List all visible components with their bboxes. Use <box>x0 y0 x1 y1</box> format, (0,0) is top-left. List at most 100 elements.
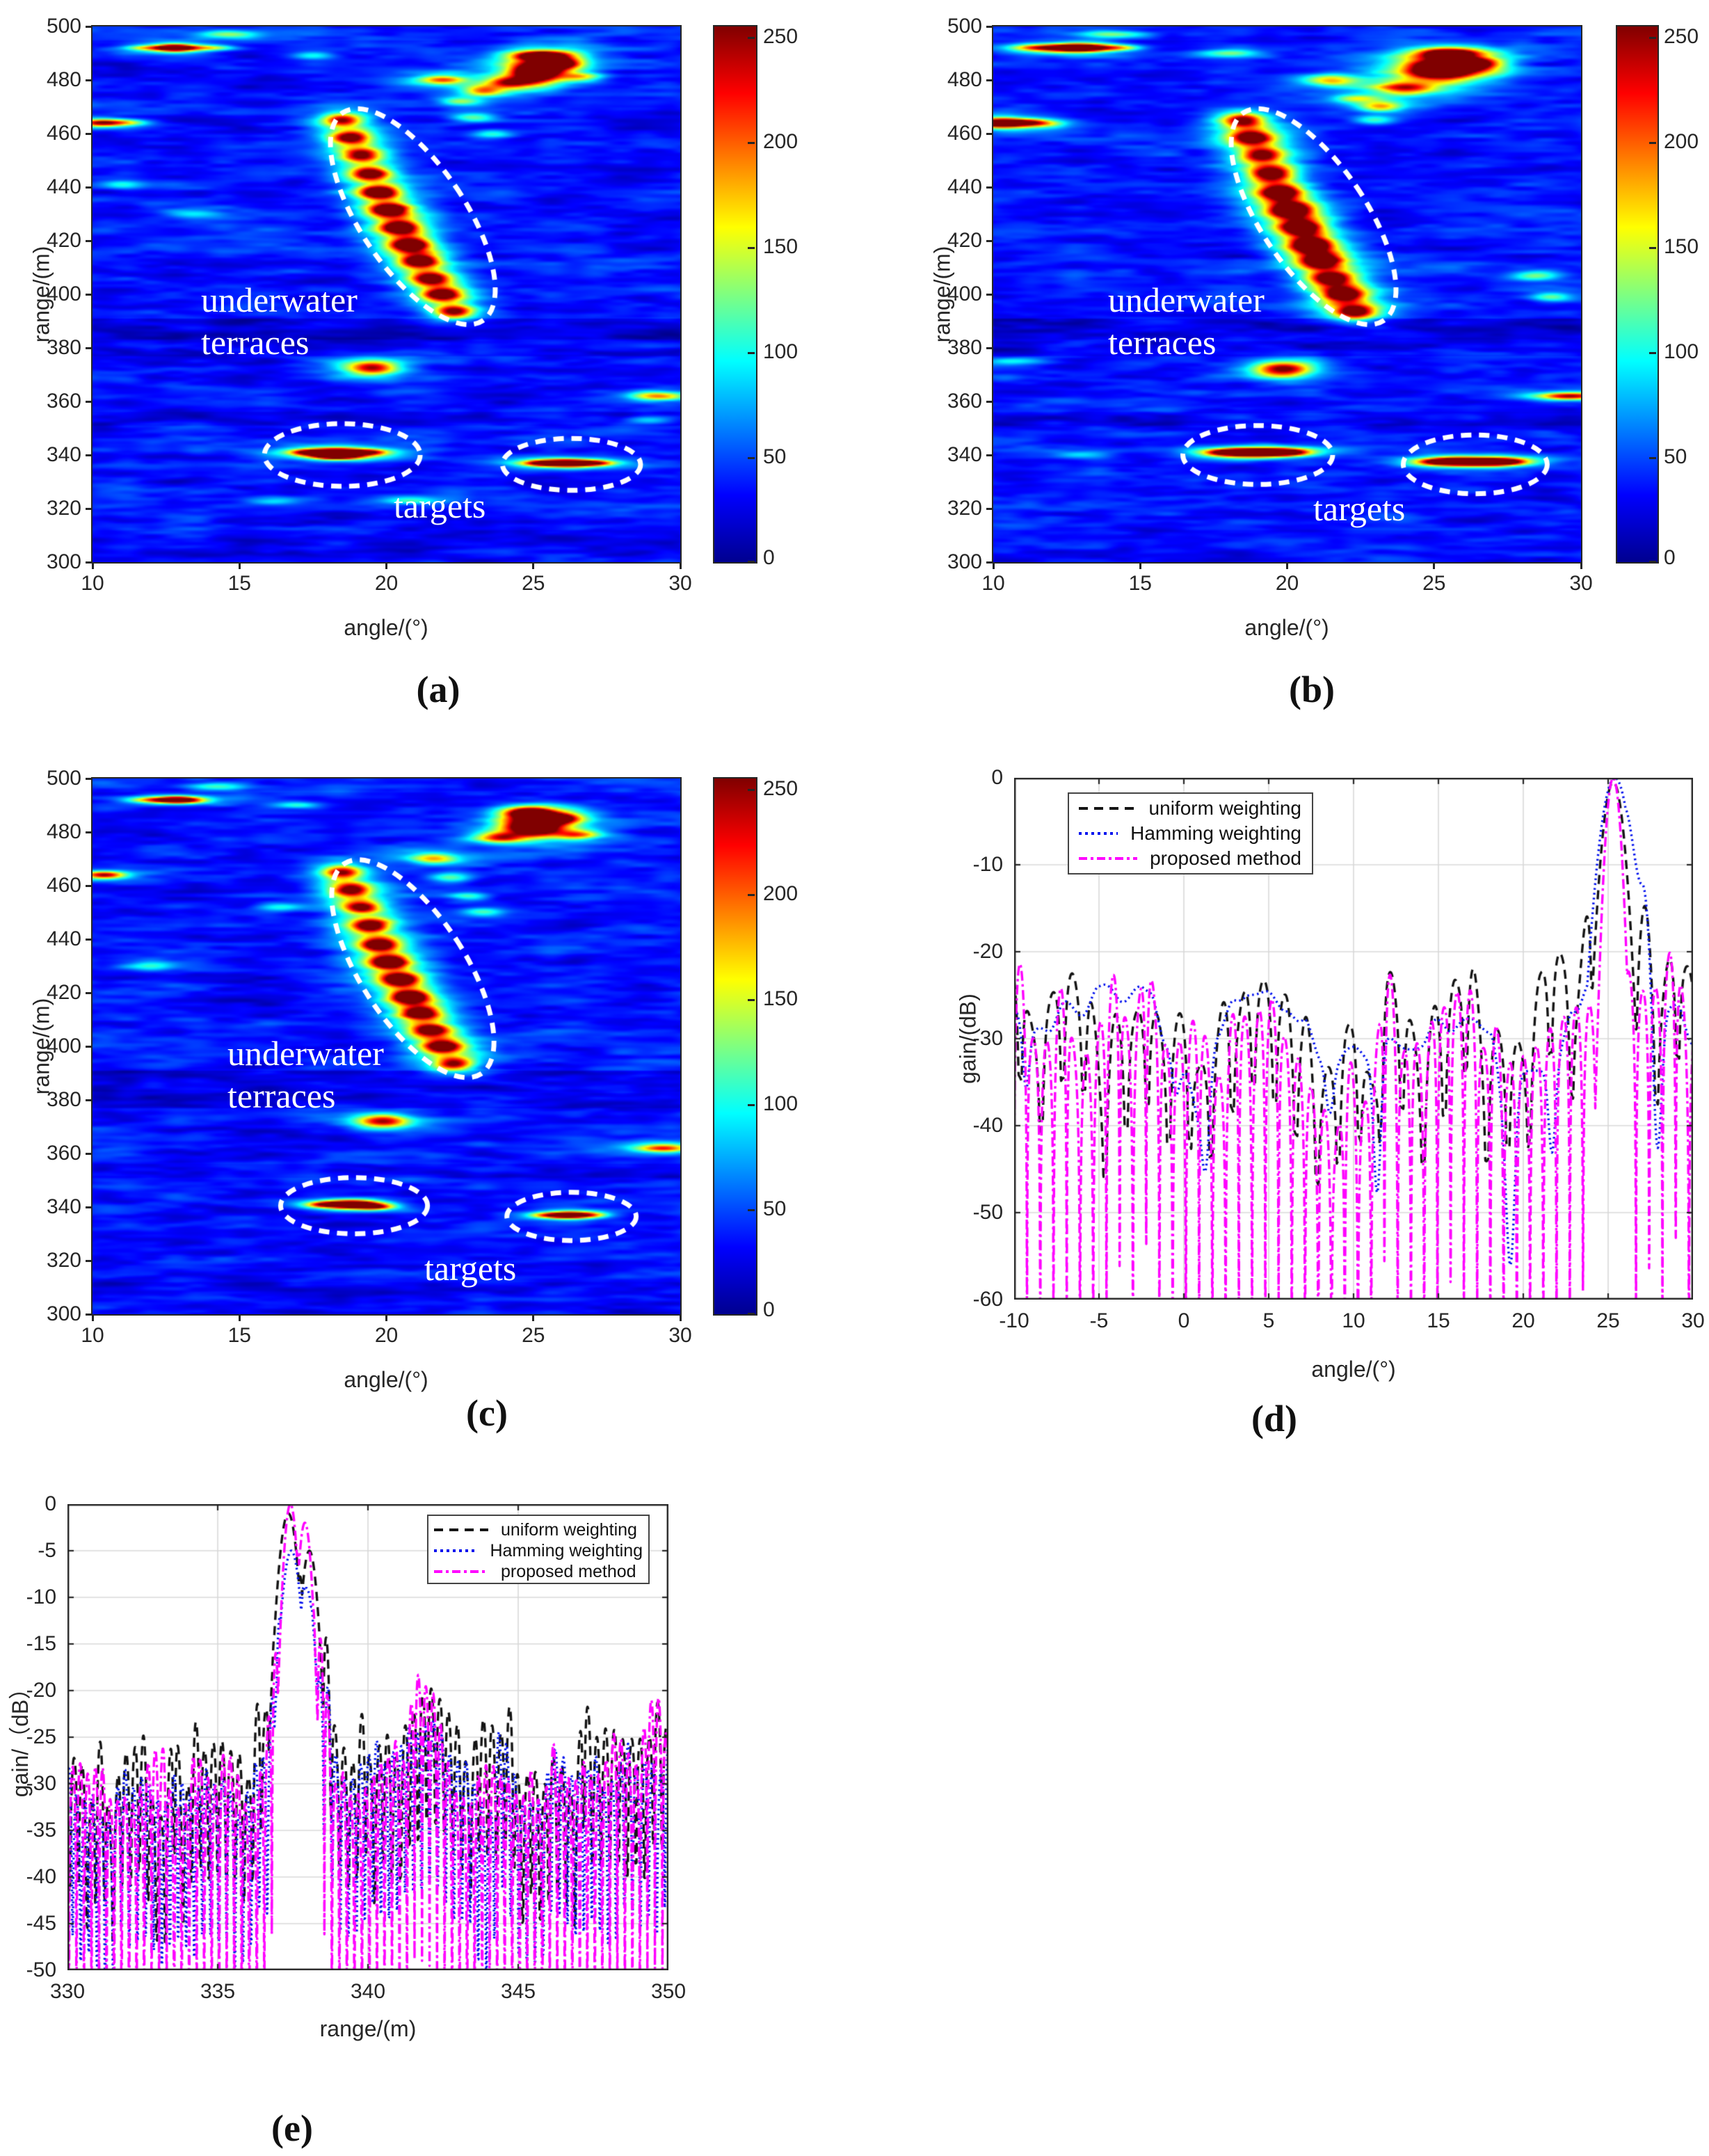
y-tick-label: 440 <box>46 175 81 198</box>
legend-d: uniform weighting Hamming weighting prop… <box>1068 792 1313 875</box>
x-tick-label: 335 <box>200 1980 236 2003</box>
y-tick-mark <box>86 293 93 296</box>
annotation-underwater-a: underwater <box>201 280 358 319</box>
y-tick-mark <box>986 454 993 456</box>
y-tick-mark <box>86 884 93 887</box>
y-tick-label: 340 <box>947 443 982 466</box>
y-tick-label: 400 <box>46 282 81 305</box>
colorbar-tick-mark <box>1649 142 1656 144</box>
y-tick-mark <box>86 1152 93 1155</box>
y-tick-label: 460 <box>947 122 982 145</box>
x-tick-mark <box>91 562 94 569</box>
colorbar-tick-mark <box>748 247 755 249</box>
y-tick-label: 340 <box>46 443 81 466</box>
panel-letter-a: (a) <box>416 669 460 710</box>
annotation-underwater-c: underwater <box>227 1034 384 1073</box>
x-tick-mark <box>1580 562 1582 569</box>
y-tick-mark <box>86 239 93 242</box>
y-tick-mark <box>86 454 93 456</box>
y-tick-label: 320 <box>947 497 982 520</box>
colorbar-b <box>1616 25 1659 564</box>
y-tick-label: 500 <box>46 15 81 38</box>
x-axis-label-a: angle/(°) <box>344 615 428 640</box>
x-axis-label-e: range/(m) <box>319 2016 417 2041</box>
y-tick-mark <box>86 777 93 780</box>
y-tick-mark <box>86 1259 93 1262</box>
y-tick-label: 480 <box>947 68 982 91</box>
y-tick-label: -10 <box>26 1586 56 1608</box>
y-tick-mark <box>86 400 93 403</box>
colorbar-tick-label: 200 <box>763 130 799 154</box>
x-tick-label: 25 <box>1422 572 1446 595</box>
y-tick-label: -40 <box>26 1865 56 1888</box>
x-tick-label: 30 <box>668 572 692 595</box>
x-tick-mark <box>91 1314 94 1321</box>
y-tick-label: 360 <box>46 390 81 413</box>
y-tick-mark <box>86 186 93 189</box>
annotation-underwater-b: underwater <box>1108 280 1265 319</box>
y-tick-label: 360 <box>46 1142 81 1165</box>
heatmap-b <box>992 25 1582 564</box>
y-tick-mark <box>986 293 993 296</box>
y-tick-label: 380 <box>46 336 81 359</box>
x-tick-label: 20 <box>1511 1309 1535 1332</box>
colorbar-tick-label: 100 <box>1664 340 1699 364</box>
y-tick-mark <box>86 938 93 941</box>
panel-letter-d: (d) <box>1251 1398 1297 1439</box>
annotation-targets-b: targets <box>1313 489 1406 528</box>
y-tick-label: 480 <box>46 68 81 91</box>
y-tick-mark <box>986 561 993 564</box>
colorbar-tick-mark <box>1649 352 1656 354</box>
colorbar-tick-mark <box>1649 561 1656 563</box>
x-axis-label-c: angle/(°) <box>344 1367 428 1392</box>
x-tick-label: 20 <box>374 572 399 595</box>
colorbar-tick-mark <box>1649 457 1656 459</box>
hamming-line-sample <box>434 1549 478 1552</box>
y-tick-label: -40 <box>972 1114 1003 1137</box>
x-tick-label: 30 <box>668 1324 692 1347</box>
colorbar-tick-mark <box>748 894 755 896</box>
y-tick-label: -15 <box>26 1632 56 1655</box>
x-tick-mark <box>992 562 995 569</box>
x-tick-label: 330 <box>49 1980 86 2003</box>
y-tick-mark <box>986 239 993 242</box>
y-tick-label: -5 <box>38 1539 56 1562</box>
x-axis-label-d: angle/(°) <box>1311 1357 1396 1382</box>
y-tick-label: 380 <box>46 1088 81 1111</box>
colorbar-tick-label: 0 <box>763 1298 775 1321</box>
y-tick-label: 440 <box>46 927 81 950</box>
y-tick-label: 500 <box>947 15 982 38</box>
colorbar-tick-label: 200 <box>763 882 799 906</box>
x-tick-mark <box>238 1314 241 1321</box>
y-tick-label: 360 <box>947 390 982 413</box>
y-tick-label: 420 <box>46 229 81 252</box>
proposed-line-sample <box>434 1570 488 1573</box>
x-tick-mark <box>532 1314 535 1321</box>
y-tick-mark <box>86 346 93 349</box>
heatmap-a <box>91 25 682 564</box>
colorbar-tick-label: 150 <box>763 235 799 259</box>
colorbar-tick-label: 50 <box>1664 445 1687 469</box>
y-tick-label: 480 <box>46 820 81 843</box>
panel-letter-e: (e) <box>271 2107 313 2149</box>
y-tick-label: 440 <box>947 175 982 198</box>
y-tick-label: 460 <box>46 122 81 145</box>
colorbar-a <box>713 25 757 564</box>
x-tick-label: 15 <box>1427 1309 1450 1332</box>
colorbar-tick-label: 0 <box>763 546 775 569</box>
y-tick-mark <box>86 831 93 833</box>
x-tick-label: 10 <box>981 572 1005 595</box>
colorbar-tick-mark <box>748 142 755 144</box>
colorbar-tick-label: 200 <box>1664 130 1699 154</box>
y-tick-mark <box>986 79 993 81</box>
heatmap-c <box>91 777 682 1316</box>
y-tick-mark <box>986 400 993 403</box>
x-tick-label: 25 <box>522 1324 545 1347</box>
x-tick-label: -5 <box>1089 1309 1109 1332</box>
x-tick-mark <box>532 562 535 569</box>
x-tick-label: 15 <box>227 1324 251 1347</box>
y-tick-label: 420 <box>947 229 982 252</box>
x-tick-label: 340 <box>350 1980 386 2003</box>
x-tick-label: 15 <box>1128 572 1152 595</box>
annotation-targets-c: targets <box>424 1249 517 1288</box>
